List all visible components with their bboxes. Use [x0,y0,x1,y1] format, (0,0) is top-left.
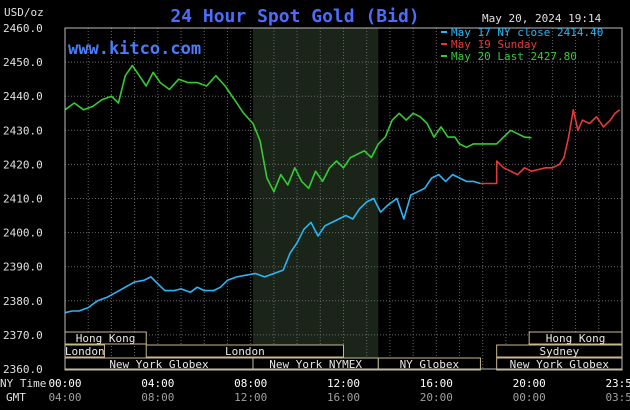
kitco-watermark: www.kitco.com [68,39,201,59]
y-tick-label: 2450.0 [3,56,43,69]
chart-title: 24 Hour Spot Gold (Bid) [170,6,419,27]
legend-entry: May 17 NY close 2414.40 [451,26,603,39]
y-tick-label: 2400.0 [3,227,43,240]
x-tick-label-ny: 00:00 [48,377,81,390]
x-tick-label-ny: 16:00 [420,377,453,390]
legend-entry: May 20 Last 2427.80 [451,50,577,63]
x-tick-label-ny: 08:00 [234,377,267,390]
y-tick-label: 2360.0 [3,363,43,376]
session-label: New York NYMEX [269,358,362,371]
legend-entry: May 19 Sunday [451,38,537,51]
x-tick-label-gmt: 00:00 [513,391,546,404]
session-label: London [65,345,105,358]
plot-frame [64,27,623,370]
gmt-row-label: GMT [6,391,26,404]
series-line-2 [480,109,621,185]
session-label: Hong Kong [76,332,136,345]
chart-timestamp: May 20, 2024 19:14 [482,12,602,25]
y-tick-label: 2370.0 [3,329,43,342]
series-line-1 [64,173,481,314]
y-tick-label: 2460.0 [3,22,43,35]
session-label: New York Globex [510,358,610,371]
x-tick-label-gmt: 20:00 [420,391,453,404]
session-label: NY Globex [400,358,460,371]
session-label: London [225,345,265,358]
y-tick-label: 2440.0 [3,90,43,103]
x-tick-label-ny: 20:00 [513,377,546,390]
x-tick-label-gmt: 04:00 [48,391,81,404]
session-bar [145,344,344,358]
x-tick-label-gmt: 12:00 [234,391,267,404]
x-tick-label-gmt: 03:59 [605,391,630,404]
y-tick-label: 2390.0 [3,261,43,274]
y-tick-label: 2410.0 [3,193,43,206]
x-tick-label-ny: 04:00 [141,377,174,390]
y-tick-label: 2380.0 [3,295,43,308]
y-axis-unit-label: USD/oz [4,6,44,19]
session-bar [377,357,481,371]
series-line-3 [64,64,532,193]
x-tick-label-gmt: 08:00 [141,391,174,404]
x-tick-label-gmt: 16:00 [327,391,360,404]
session-label: New York Globex [109,358,209,371]
ny-time-row-label: NY Time [0,377,46,390]
y-tick-label: 2430.0 [3,124,43,137]
x-tick-label-ny: 23:59 [605,377,630,390]
x-tick-label-ny: 12:00 [327,377,360,390]
session-label: Sydney [539,345,579,358]
shaded-trading-region [252,28,379,369]
session-label: Hong Kong [546,332,606,345]
y-tick-label: 2420.0 [3,158,43,171]
